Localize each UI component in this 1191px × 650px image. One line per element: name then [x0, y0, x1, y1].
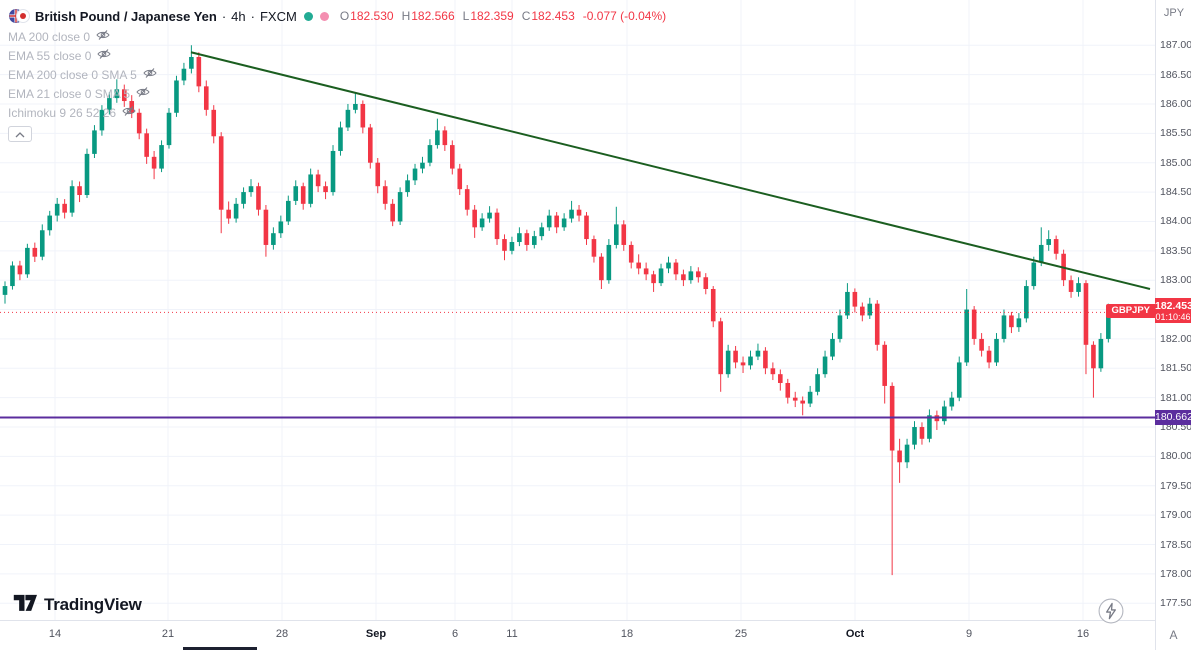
legend-collapse-button[interactable] [8, 126, 32, 142]
price-tick-label: 184.000 [1160, 215, 1191, 228]
price-tick-label: 181.500 [1160, 362, 1191, 375]
time-tick-label: Oct [845, 628, 865, 640]
price-tick-label: 187.000 [1160, 39, 1191, 52]
price-tick-label: 180.000 [1160, 450, 1191, 463]
last-price-symbol-chip[interactable]: GBPJPY [1106, 304, 1155, 319]
time-tick-label: Sep [365, 628, 387, 640]
market-status-dot-icon[interactable] [303, 11, 313, 21]
title-separator: · [250, 8, 255, 24]
eye-off-icon[interactable] [136, 86, 150, 101]
open-label: O [339, 9, 350, 23]
indicator-row-ema55[interactable]: EMA 55 close 0 [8, 46, 666, 65]
price-tick-label: 183.000 [1160, 274, 1191, 287]
time-tick-label: 11 [506, 628, 518, 640]
chart-legend: British Pound / Japanese Yen · 4h · FXCM… [8, 5, 666, 142]
symbol-title-row[interactable]: British Pound / Japanese Yen · 4h · FXCM… [8, 5, 666, 27]
last-price-value: 182.453 [1155, 300, 1191, 313]
title-separator: · [221, 8, 227, 24]
time-tick-label: 21 [161, 628, 175, 640]
interval-label: 4h [231, 8, 246, 24]
close-value: 182.453 [531, 9, 575, 23]
bar-countdown: 01:10:46 [1155, 312, 1191, 323]
ohlc-readout: O 182.530 H 182.566 L 182.359 C 182.453 -0.0… [340, 9, 666, 23]
low-value: 182.359 [470, 9, 514, 23]
high-label: H [401, 9, 411, 23]
price-tick-label: 179.000 [1160, 509, 1191, 522]
time-tick-label: 16 [1076, 628, 1090, 640]
price-tick-label: 177.500 [1160, 597, 1191, 610]
price-tick-label: 178.000 [1160, 567, 1191, 580]
price-tick-label: 185.000 [1160, 156, 1191, 169]
axis-corner[interactable]: A [1155, 620, 1191, 650]
indicator-row-ema21[interactable]: EMA 21 close 0 SMA 5 [8, 84, 666, 103]
symbol-pair-flags-icon [8, 8, 30, 24]
indicator-label: EMA 55 close 0 [8, 48, 92, 63]
symbol-title: British Pound / Japanese Yen [35, 8, 217, 24]
high-value: 182.566 [411, 9, 455, 23]
time-tick-label: 28 [275, 628, 289, 640]
tradingview-logo[interactable]: TradingView [12, 591, 142, 618]
price-tick-label: 183.500 [1160, 244, 1191, 257]
exchange-label: FXCM [259, 8, 297, 24]
open-value: 182.530 [350, 9, 394, 23]
close-label: C [521, 9, 531, 23]
time-tick-label: 14 [48, 628, 62, 640]
lightning-icon [1098, 598, 1124, 628]
lightning-button[interactable] [1098, 598, 1124, 629]
notification-dot-icon[interactable] [319, 11, 329, 21]
indicator-row-ema200[interactable]: EMA 200 close 0 SMA 5 [8, 65, 666, 84]
bottom-toolbar-sliver [183, 647, 257, 650]
price-tick-label: 186.500 [1160, 68, 1191, 81]
price-axis-currency-label: JPY [1163, 7, 1185, 19]
indicator-row-ma200[interactable]: MA 200 close 0 [8, 27, 666, 46]
indicator-label: MA 200 close 0 [8, 29, 91, 44]
eye-off-icon[interactable] [143, 67, 157, 82]
indicator-label: EMA 21 close 0 SMA 5 [8, 86, 131, 101]
eye-off-icon[interactable] [97, 48, 112, 63]
last-price-axis-badge[interactable]: 182.453 01:10:46 [1155, 298, 1191, 324]
price-tick-label: 185.500 [1160, 127, 1191, 140]
price-chart[interactable] [0, 0, 1155, 620]
tradingview-logo-text: TradingView [44, 594, 142, 614]
tradingview-logo-icon [12, 591, 37, 618]
price-tick-label: 179.500 [1160, 479, 1191, 492]
chevron-up-icon [15, 125, 25, 143]
time-tick-label: 18 [620, 628, 634, 640]
time-tick-label: 9 [965, 628, 973, 640]
eye-off-icon[interactable] [122, 105, 136, 120]
low-label: L [462, 9, 470, 23]
time-axis[interactable]: 14 21 28 Sep 6 11 18 25 Oct 9 16 [0, 620, 1191, 650]
change-value: -0.077 (-0.04%) [582, 9, 667, 23]
time-tick-label: 25 [734, 628, 748, 640]
auto-scale-label: A [1169, 628, 1178, 642]
indicator-label: Ichimoku 9 26 52 26 [8, 105, 117, 120]
price-tick-label: 182.000 [1160, 332, 1191, 345]
price-tick-label: 186.000 [1160, 97, 1191, 110]
horizontal-line-price-badge[interactable]: 180.662 [1155, 409, 1191, 425]
time-tick-label: 6 [451, 628, 459, 640]
eye-off-icon[interactable] [96, 29, 110, 44]
price-tick-label: 184.500 [1160, 186, 1191, 199]
indicator-row-ichimoku[interactable]: Ichimoku 9 26 52 26 [8, 103, 666, 122]
price-tick-label: 181.000 [1160, 391, 1191, 404]
indicator-label: EMA 200 close 0 SMA 5 [8, 67, 137, 82]
price-tick-label: 178.500 [1160, 538, 1191, 551]
